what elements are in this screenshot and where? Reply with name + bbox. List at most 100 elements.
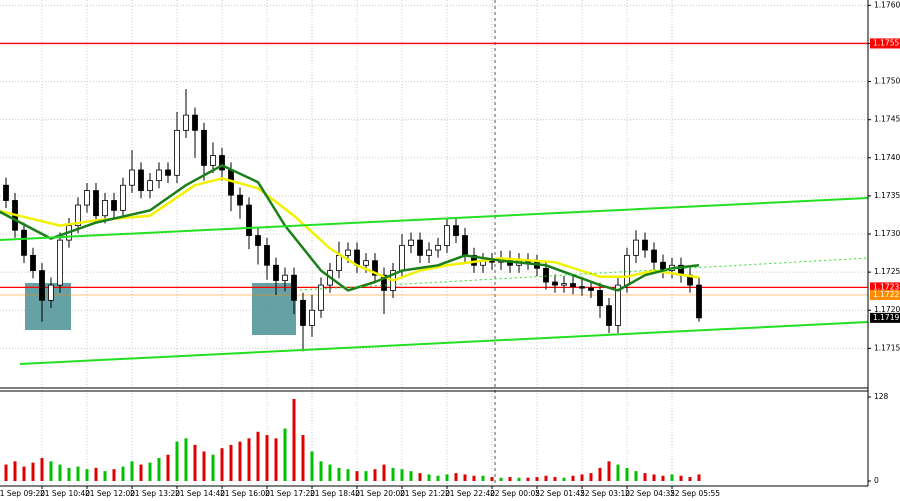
volume-bar (238, 441, 242, 481)
volume-tick-label: 0 (874, 476, 879, 485)
volume-bar (193, 444, 197, 481)
candle-body (435, 245, 441, 251)
y-tick-label: 1.1725 (874, 267, 900, 276)
volume-bar (22, 466, 26, 481)
price-label-box (870, 38, 900, 49)
volume-bar (445, 474, 449, 481)
volume-bar (625, 467, 629, 481)
candle-body (615, 284, 621, 326)
candle-body (345, 249, 351, 256)
volume-bar (463, 474, 467, 481)
volume-bar (418, 473, 422, 481)
candle-body (543, 267, 549, 283)
price-label-box (870, 290, 900, 301)
x-tick-label: 22 Sep 03:10 (580, 489, 630, 498)
candle-body (156, 169, 162, 182)
volume-bar (121, 466, 125, 481)
volume-bar (607, 461, 611, 481)
candle-body (462, 235, 468, 256)
y-tick-label: 1.1730 (874, 229, 900, 238)
candle-body (165, 169, 171, 176)
candle-body (597, 290, 603, 307)
candle-body (147, 180, 153, 191)
volume-bar (589, 473, 593, 481)
candle-body (273, 264, 279, 281)
zone-box (252, 283, 296, 335)
volume-bar (256, 431, 260, 481)
y-tick-label: 1.1740 (874, 153, 900, 162)
candle-body (174, 129, 180, 176)
volume-bar (94, 467, 98, 481)
candle-body (75, 204, 81, 227)
x-tick-label: 22 Sep 01:45 (535, 489, 585, 498)
candle-body (570, 283, 576, 288)
volume-bar (13, 461, 17, 481)
volume-bar (103, 471, 107, 481)
volume-bar (40, 458, 44, 481)
volume-bar (652, 474, 656, 481)
trend-line (19, 321, 869, 365)
volume-bar (229, 444, 233, 481)
volume-bar (382, 464, 386, 481)
volume-bar (85, 469, 89, 481)
volume-bar (319, 461, 323, 481)
candle-body (246, 204, 252, 236)
volume-bar (490, 477, 494, 481)
volume-bar (535, 477, 539, 481)
candle-body (552, 281, 558, 286)
volume-bar (670, 474, 674, 481)
volume-bar (499, 477, 503, 481)
y-tick-label: 1.1745 (874, 115, 900, 124)
volume-bar (481, 475, 485, 481)
candle-body (21, 229, 27, 256)
volume-bar (436, 475, 440, 481)
candle-body (588, 287, 594, 291)
volume-bar (202, 451, 206, 481)
volume-bar (634, 471, 638, 481)
candle-body (192, 114, 198, 131)
candle-body (120, 184, 126, 211)
volume-bar (400, 469, 404, 481)
volume-bar (67, 467, 71, 481)
volume-bar (337, 467, 341, 481)
price-label-box (870, 282, 900, 293)
candle-body (111, 200, 117, 211)
volume-bar (247, 438, 251, 481)
x-tick-label: 21 Sep 10:40 (40, 489, 90, 498)
volume-bar (598, 467, 602, 481)
volume-bar (661, 475, 665, 481)
candle-body (264, 245, 270, 266)
volume-bar (184, 438, 188, 481)
price-label: 1.1719 (873, 313, 899, 322)
candle-body (3, 184, 9, 201)
volume-bar (508, 477, 512, 481)
candle-body (363, 260, 369, 266)
plot-area (0, 42, 868, 481)
volume-bar (409, 471, 413, 481)
candle-body (633, 239, 639, 256)
volume-bar (544, 475, 548, 481)
candle-body (237, 194, 243, 206)
x-tick-label: 21 Sep 09:20 (0, 489, 45, 498)
x-tick-label: 21 Sep 16:00 (220, 489, 270, 498)
price-label: 1.1722 (873, 290, 899, 299)
x-tick-label: 21 Sep 21:20 (400, 489, 450, 498)
candle-body (408, 239, 414, 246)
volume-bar (265, 435, 269, 481)
volume-bar (472, 475, 476, 481)
x-tick-label: 22 Sep 05:55 (670, 489, 720, 498)
volume-bar (328, 464, 332, 481)
moving-average (0, 177, 700, 282)
candle-body (642, 239, 648, 251)
candle-body (651, 249, 657, 263)
x-tick-label: 21 Sep 17:20 (265, 489, 315, 498)
y-tick-label: 1.1735 (874, 191, 900, 200)
candle-body (84, 190, 90, 206)
candle-body (381, 274, 387, 291)
candle-body (399, 245, 405, 272)
candle-body (417, 239, 423, 256)
candle-body (183, 114, 189, 131)
